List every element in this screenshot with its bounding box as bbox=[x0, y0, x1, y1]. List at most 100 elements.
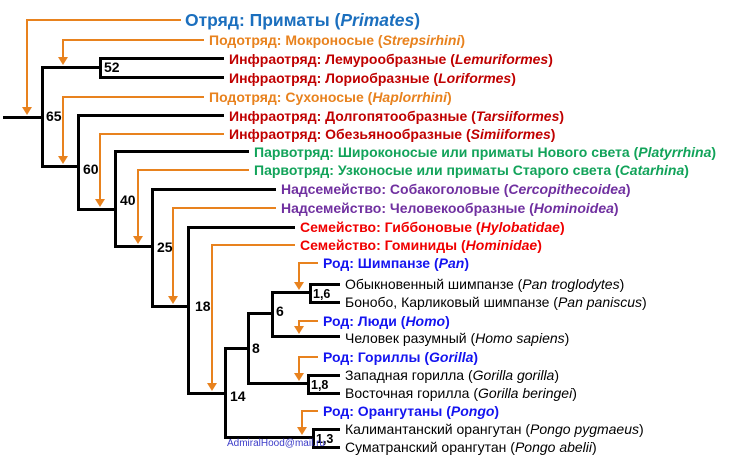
latin-name: Tarsiiformes bbox=[475, 108, 560, 124]
connector-strepsirhini-v bbox=[62, 39, 64, 57]
connector-haplorrhini-h bbox=[63, 96, 204, 98]
label-text: ) bbox=[460, 32, 466, 48]
arrow-down-icon bbox=[133, 236, 143, 244]
label-text: ) bbox=[684, 162, 689, 178]
label-text: ) bbox=[613, 200, 619, 216]
label-text: ) bbox=[494, 403, 500, 419]
connector-strepsirhini-h bbox=[63, 39, 204, 41]
connector-homo-v bbox=[298, 320, 300, 326]
arrow-down-icon bbox=[58, 156, 68, 164]
label-family-hylobatidae: Семейство: Гиббоновые (Hylobatidae) bbox=[300, 218, 565, 236]
node-age-pongo-split: 1,3 bbox=[316, 432, 334, 446]
label-text: Надсемейство: Собакоголовые ( bbox=[281, 181, 509, 197]
label-text: ) bbox=[625, 181, 631, 197]
connector-catarhina-v bbox=[137, 169, 139, 236]
arrow-down-icon bbox=[22, 107, 32, 115]
label-text: ) bbox=[592, 439, 597, 455]
branch-25-to-18 bbox=[152, 304, 188, 308]
latin-name: Platyrrhina bbox=[638, 144, 712, 160]
clade-65-vertical bbox=[40, 65, 44, 168]
latin-name: Pongo abelii bbox=[514, 439, 593, 455]
branch-14-to-8 bbox=[225, 346, 248, 350]
label-text: Подотряд: Мокроносые ( bbox=[209, 32, 383, 48]
branch-65-to-52 bbox=[42, 65, 100, 69]
latin-name: Simiiformes bbox=[470, 126, 551, 142]
label-superfamily-cercopithecoidea: Надсемейство: Собакоголовые (Cercopithec… bbox=[281, 180, 631, 198]
arrow-down-icon bbox=[58, 57, 68, 65]
arrow-down-icon bbox=[294, 373, 304, 381]
label-text: Западная горилла ( bbox=[345, 367, 473, 383]
branch-6-to-pan bbox=[272, 290, 310, 294]
node-age-52: 52 bbox=[104, 59, 120, 75]
label-text: Инфраотряд: Обезьянообразные ( bbox=[229, 126, 471, 142]
arrow-down-icon bbox=[207, 383, 217, 391]
label-parvorder-catarhina: Парвотряд: Узконосые или приматы Старого… bbox=[254, 161, 689, 179]
node-age-6: 6 bbox=[276, 303, 284, 319]
label-suborder-haplorrhini: Подотряд: Сухоносые (Haplorrhini) bbox=[209, 88, 452, 106]
label-species-pan-troglodytes: Обыкновенный шимпанзе (Pan troglodytes) bbox=[345, 275, 624, 293]
label-suborder-strepsirhini: Подотряд: Мокроносые (Strepsirhini) bbox=[209, 31, 465, 49]
latin-name: Hominidae bbox=[465, 237, 538, 253]
node-age-25: 25 bbox=[157, 239, 173, 255]
connector-catarhina-h bbox=[138, 169, 249, 171]
label-text: ) bbox=[511, 70, 516, 86]
label-text: Калимантанский орангутан ( bbox=[345, 421, 531, 437]
latin-name: Pan troglodytes bbox=[522, 276, 620, 292]
label-species-gorilla-gorilla: Западная горилла (Gorilla gorilla) bbox=[345, 366, 559, 384]
branch-40-to-25 bbox=[115, 244, 152, 248]
label-text: ) bbox=[619, 276, 625, 292]
label-text: ) bbox=[473, 349, 479, 365]
latin-name: Gorilla gorilla bbox=[472, 367, 555, 383]
latin-name: Gorilla beringei bbox=[478, 385, 573, 401]
latin-name: Haplorrhini bbox=[372, 89, 447, 105]
node-age-gorilla-split: 1,8 bbox=[311, 378, 329, 392]
label-text: ) bbox=[548, 51, 553, 67]
label-text: Род: Люди ( bbox=[323, 313, 406, 329]
label-text: ) bbox=[554, 367, 560, 383]
branch-gorilla-beringei bbox=[308, 391, 340, 395]
connector-hominidae-h bbox=[212, 244, 295, 246]
label-text: ) bbox=[559, 219, 565, 235]
label-text: ) bbox=[559, 108, 565, 124]
label-genus-pan: Род: Шимпанзе (Pan) bbox=[323, 254, 469, 272]
label-text: Бонобо, Карликовый шимпанзе ( bbox=[345, 294, 558, 310]
branch-14-to-pongo bbox=[225, 435, 313, 439]
label-text: Инфраотряд: Лориобразные ( bbox=[229, 70, 439, 86]
latin-name: Gorilla bbox=[429, 349, 474, 365]
label-species-pongo-abelii: Суматранский орангутан (Pongo abelii) bbox=[345, 438, 597, 456]
label-text: ) bbox=[414, 10, 421, 30]
label-infraorder-loriformes: Инфраотряд: Лориобразные (Loriformes) bbox=[229, 69, 516, 87]
clade-gorilla-vertical bbox=[306, 373, 310, 395]
branch-lemuriformes bbox=[100, 56, 224, 60]
arrow-down-icon bbox=[297, 427, 307, 435]
latin-name: Hominoidea bbox=[533, 200, 614, 216]
branch-pan-troglodytes bbox=[310, 282, 340, 286]
connector-homo-h bbox=[299, 320, 318, 322]
branch-8-to-6 bbox=[248, 311, 272, 315]
connector-haplorrhini-v bbox=[62, 96, 64, 156]
label-text: ) bbox=[564, 330, 570, 346]
branch-hylobatidae bbox=[188, 225, 295, 229]
connector-simiiformes-v bbox=[99, 133, 101, 199]
branch-cercopithecoidea bbox=[152, 187, 276, 191]
clade-18-vertical bbox=[186, 225, 190, 395]
label-genus-gorilla: Род: Гориллы (Gorilla) bbox=[323, 348, 478, 366]
connector-gorilla-v bbox=[298, 356, 300, 373]
branch-pongo-abelii bbox=[313, 445, 340, 449]
label-text: Суматранский орангутан ( bbox=[345, 439, 515, 455]
label-order-primates: Отряд: Приматы (Primates) bbox=[185, 10, 420, 30]
latin-name: Primates bbox=[340, 10, 415, 30]
connector-order-primates-h bbox=[27, 19, 181, 21]
connector-pongo-v bbox=[301, 410, 303, 427]
label-text: ) bbox=[639, 421, 644, 437]
label-text: Род: Шимпанзе ( bbox=[323, 255, 439, 271]
label-infraorder-simiiformes: Инфраотряд: Обезьянообразные (Simiiforme… bbox=[229, 125, 555, 143]
node-age-18: 18 bbox=[195, 298, 211, 314]
label-superfamily-hominoidea: Надсемейство: Человекообразные (Hominoid… bbox=[281, 199, 619, 217]
latin-name: Strepsirhini bbox=[382, 32, 461, 48]
label-text: Парвотряд: Широконосые или приматы Новог… bbox=[254, 144, 639, 160]
branch-tarsiiformes bbox=[78, 113, 224, 117]
watermark-text: AdmiralHood@mail.ru bbox=[227, 438, 325, 449]
node-age-14: 14 bbox=[230, 388, 246, 404]
